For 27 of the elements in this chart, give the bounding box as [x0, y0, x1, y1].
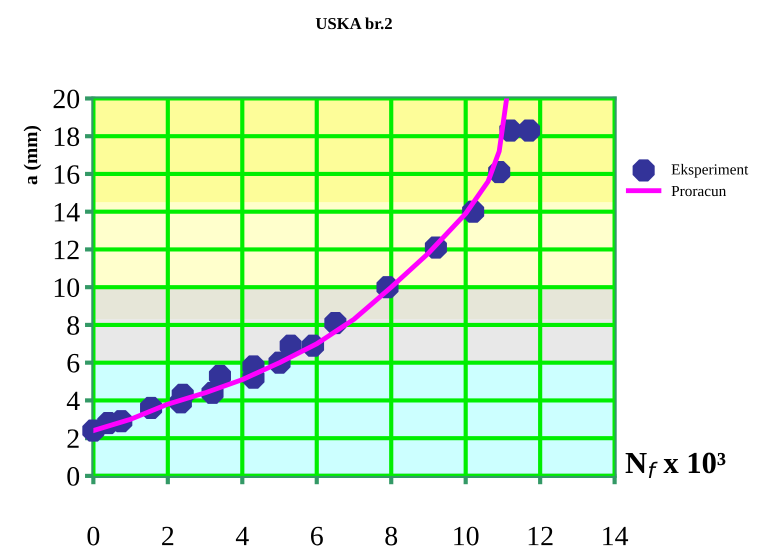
- y-tick-label: 14: [54, 202, 80, 222]
- legend-label: Proracun: [672, 186, 726, 196]
- y-tick-label: 8: [67, 316, 80, 335]
- x-tick-label: 8: [385, 526, 398, 546]
- x-tick-label: 2: [162, 526, 174, 546]
- y-axis-title: a (mm): [24, 126, 42, 184]
- y-tick-label: 12: [54, 240, 79, 260]
- x-tick-label: 6: [311, 526, 323, 546]
- x-tick-label: 10: [454, 526, 479, 546]
- x-axis-title: N$_{f}$ x 10³: [626, 452, 726, 478]
- y-tick-label: 10: [54, 278, 80, 298]
- point: [208, 364, 231, 387]
- point: [280, 334, 302, 357]
- x-tick-label: 14: [603, 526, 628, 546]
- chart-title: USKA br.2: [316, 17, 392, 30]
- y-tick-label: 18: [54, 127, 80, 146]
- x-tick-label: 0: [87, 526, 100, 546]
- y-tick-label: 16: [54, 165, 80, 184]
- y-tick-label: 2: [67, 429, 79, 448]
- y-tick-label: 0: [67, 467, 80, 486]
- x-tick-label: 12: [528, 526, 553, 546]
- point: [518, 120, 540, 142]
- x-tick-label: 4: [236, 526, 249, 546]
- y-tick-label: 20: [54, 90, 80, 108]
- legend-label: Eksperiment: [672, 164, 748, 178]
- y-tick-label: 6: [67, 354, 80, 373]
- y-tick-label: 4: [66, 392, 80, 410]
